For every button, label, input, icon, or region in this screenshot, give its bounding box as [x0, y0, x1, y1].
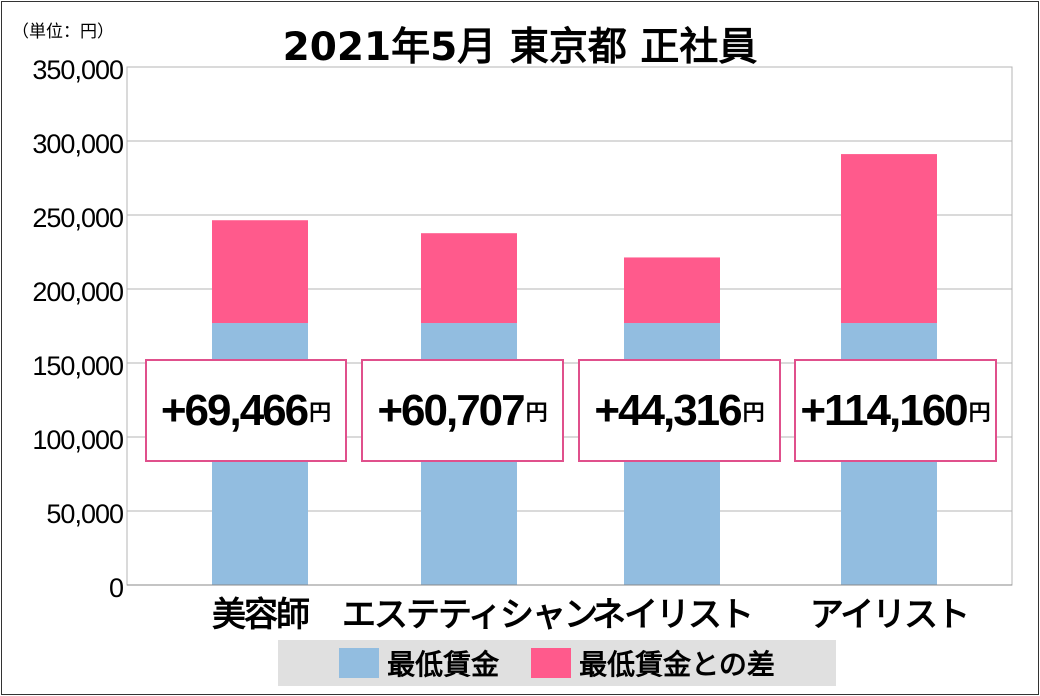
y-tick-label-6: 300,000 [32, 129, 123, 159]
y-tick-label-7: 350,000 [32, 55, 123, 85]
diff-unit-3: 円 [968, 401, 991, 426]
category-label-0: 美容師 [212, 595, 310, 635]
category-label-3: アイリスト [809, 595, 970, 635]
diff-annotation-0: +69,466 円 [145, 359, 347, 462]
bar-diff-0 [212, 220, 308, 324]
diff-unit-0: 円 [309, 401, 332, 426]
diff-annotation-2: +44,316 円 [578, 359, 781, 462]
diff-value-3: +114,160 [800, 385, 968, 435]
unit-label: （単位：円） [12, 22, 114, 42]
y-tick-label-5: 250,000 [32, 203, 123, 233]
diff-annotation-3: +114,160 円 [794, 359, 997, 462]
bar-diff-3 [841, 154, 937, 324]
legend-swatch-base [339, 648, 380, 678]
diff-unit-2: 円 [742, 401, 765, 426]
bar-diff-1 [421, 233, 517, 324]
legend-item-diff: 最低賃金との差 [531, 643, 775, 683]
legend-label-base: 最低賃金 [387, 648, 500, 681]
category-label-1: エステティシャン [342, 595, 598, 635]
diff-annotation-1: +60,707 円 [361, 359, 564, 462]
legend-swatch-diff [531, 648, 572, 678]
diff-value-1: +60,707 [377, 385, 525, 435]
legend-item-base: 最低賃金 [339, 643, 499, 683]
y-tick-label-2: 100,000 [32, 425, 123, 455]
y-tick-label-1: 50,000 [46, 499, 123, 529]
diff-value-2: +44,316 [594, 385, 742, 435]
y-tick-label-4: 200,000 [32, 277, 123, 307]
legend-label-diff: 最低賃金との差 [579, 648, 775, 681]
diff-unit-1: 円 [525, 401, 548, 426]
category-label-2: ネイリスト [592, 595, 754, 635]
bar-diff-2 [624, 257, 720, 324]
chart-title: 2021年5月 東京都 正社員 [282, 25, 758, 70]
diff-value-0: +69,466 [160, 385, 309, 435]
legend: 最低賃金 最低賃金との差 [278, 640, 836, 686]
y-tick-label-0: 0 [109, 573, 123, 603]
y-tick-label-3: 150,000 [32, 351, 123, 381]
